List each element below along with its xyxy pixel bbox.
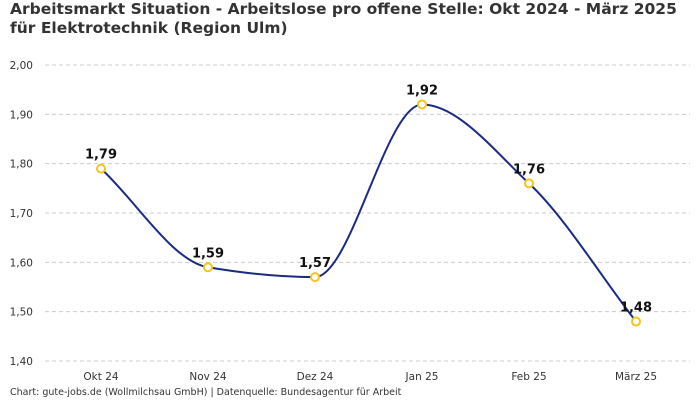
data-markers	[96, 99, 641, 327]
data-label: 1,76	[513, 162, 545, 177]
y-tick-label: 2,00	[10, 60, 33, 72]
data-label: 1,48	[620, 301, 652, 316]
y-tick-label: 1,70	[10, 208, 33, 220]
x-tick-label: Nov 24	[189, 371, 227, 383]
y-tick-label: 1,90	[10, 109, 33, 121]
data-label: 1,92	[406, 83, 438, 98]
chart-footer: Chart: gute-jobs.de (Wollmilchsau GmbH) …	[10, 387, 402, 398]
data-label: 1,59	[192, 246, 224, 261]
x-tick-label: Jan 25	[405, 371, 439, 383]
data-label: 1,57	[299, 256, 331, 271]
x-axis: Okt 24 Nov 24 Dez 24 Jan 25 Feb 25 März 25	[83, 371, 657, 383]
data-point	[524, 178, 534, 189]
x-tick-label: März 25	[615, 371, 657, 383]
y-axis: 1,40 1,50 1,60 1,70 1,80 1,90 2,00	[10, 60, 33, 368]
chart-title: Arbeitsmarkt Situation - Arbeitslose pro…	[10, 0, 677, 37]
data-point	[96, 163, 106, 174]
grid-lines	[45, 64, 690, 362]
data-point	[310, 272, 320, 283]
data-point	[631, 316, 641, 327]
data-label: 1,79	[85, 148, 117, 163]
y-tick-label: 1,80	[10, 159, 33, 171]
series-line	[100, 103, 637, 323]
x-tick-label: Dez 24	[297, 371, 334, 383]
x-tick-label: Feb 25	[511, 371, 546, 383]
data-labels: 1,79 1,59 1,57 1,92 1,76 1,48	[85, 83, 652, 315]
y-tick-label: 1,60	[10, 257, 33, 269]
y-tick-label: 1,40	[10, 356, 33, 368]
y-tick-label: 1,50	[10, 307, 33, 319]
x-tick-label: Okt 24	[83, 371, 118, 383]
data-point	[417, 99, 427, 110]
data-point	[203, 262, 213, 273]
